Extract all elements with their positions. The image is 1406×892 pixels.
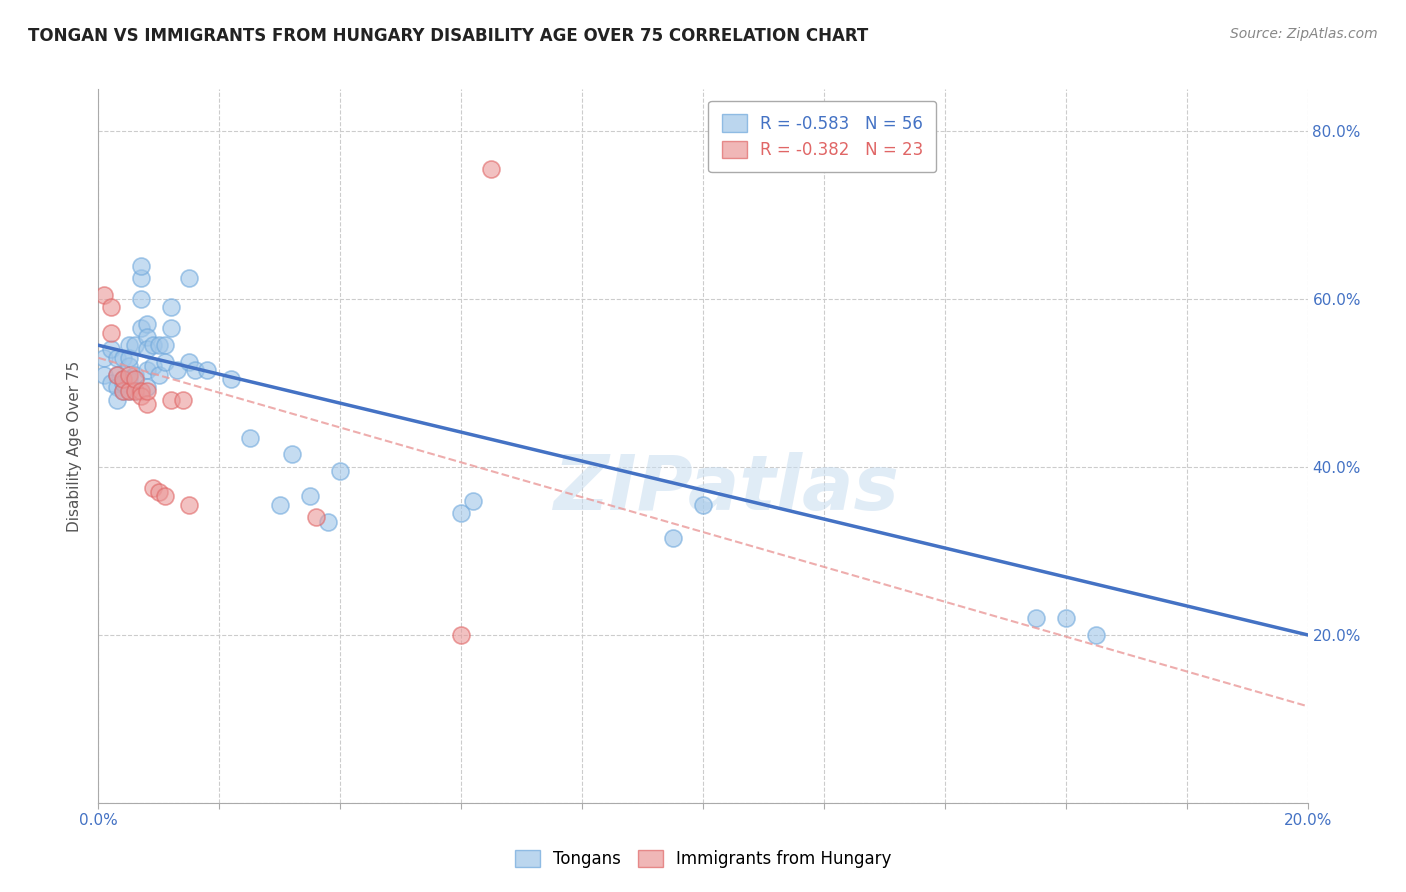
Point [118, 384, 141, 399]
Point [100, 376, 122, 390]
Point [118, 338, 141, 352]
Point [184, 363, 207, 377]
Point [692, 498, 714, 512]
Point [135, 384, 157, 399]
Point [450, 628, 472, 642]
Point [124, 368, 146, 382]
Text: TONGAN VS IMMIGRANTS FROM HUNGARY DISABILITY AGE OVER 75 CORRELATION CHART: TONGAN VS IMMIGRANTS FROM HUNGARY DISABI… [28, 27, 869, 45]
Point [100, 343, 122, 357]
Point [93, 368, 115, 382]
Point [142, 359, 165, 374]
Point [142, 338, 165, 352]
Text: ZIPatlas: ZIPatlas [554, 452, 900, 525]
Point [195, 363, 218, 377]
Point [329, 464, 352, 478]
Point [153, 338, 176, 352]
Y-axis label: Disability Age Over 75: Disability Age Over 75 [67, 360, 83, 532]
Point [129, 389, 152, 403]
Point [269, 498, 291, 512]
Point [148, 485, 170, 500]
Point [148, 368, 170, 382]
Point [129, 271, 152, 285]
Point [160, 301, 183, 315]
Point [100, 326, 122, 340]
Point [118, 359, 141, 374]
Point [160, 321, 183, 335]
Point [129, 321, 152, 335]
Point [463, 493, 485, 508]
Point [172, 392, 194, 407]
Legend: R = -0.583   N = 56, R = -0.382   N = 23: R = -0.583 N = 56, R = -0.382 N = 23 [709, 101, 936, 172]
Point [160, 392, 183, 407]
Point [118, 351, 141, 365]
Point [239, 431, 262, 445]
Point [111, 372, 134, 386]
Point [129, 292, 152, 306]
Point [221, 372, 243, 386]
Point [166, 363, 188, 377]
Point [153, 489, 176, 503]
Point [124, 372, 146, 386]
Legend: Tongans, Immigrants from Hungary: Tongans, Immigrants from Hungary [508, 843, 898, 875]
Point [281, 447, 304, 461]
Point [135, 380, 157, 394]
Point [305, 510, 328, 524]
Point [129, 259, 152, 273]
Point [450, 506, 472, 520]
Point [93, 351, 115, 365]
Point [105, 351, 128, 365]
Point [105, 368, 128, 382]
Point [481, 161, 503, 176]
Point [118, 384, 141, 399]
Point [142, 481, 165, 495]
Point [105, 380, 128, 394]
Point [135, 318, 157, 332]
Point [111, 372, 134, 386]
Point [135, 330, 157, 344]
Point [179, 498, 201, 512]
Point [124, 384, 146, 399]
Point [662, 532, 685, 546]
Point [124, 384, 146, 399]
Point [118, 368, 141, 382]
Point [1054, 611, 1077, 625]
Point [111, 351, 134, 365]
Point [111, 376, 134, 390]
Point [1024, 611, 1046, 625]
Point [153, 355, 176, 369]
Point [118, 372, 141, 386]
Point [299, 489, 322, 503]
Point [129, 384, 152, 399]
Point [100, 301, 122, 315]
Point [316, 515, 339, 529]
Point [135, 343, 157, 357]
Point [105, 392, 128, 407]
Point [135, 397, 157, 411]
Point [1085, 628, 1108, 642]
Point [179, 271, 201, 285]
Point [111, 384, 134, 399]
Text: Source: ZipAtlas.com: Source: ZipAtlas.com [1230, 27, 1378, 41]
Point [124, 338, 146, 352]
Point [135, 363, 157, 377]
Point [111, 384, 134, 399]
Point [179, 355, 201, 369]
Point [148, 338, 170, 352]
Point [93, 288, 115, 302]
Point [105, 368, 128, 382]
